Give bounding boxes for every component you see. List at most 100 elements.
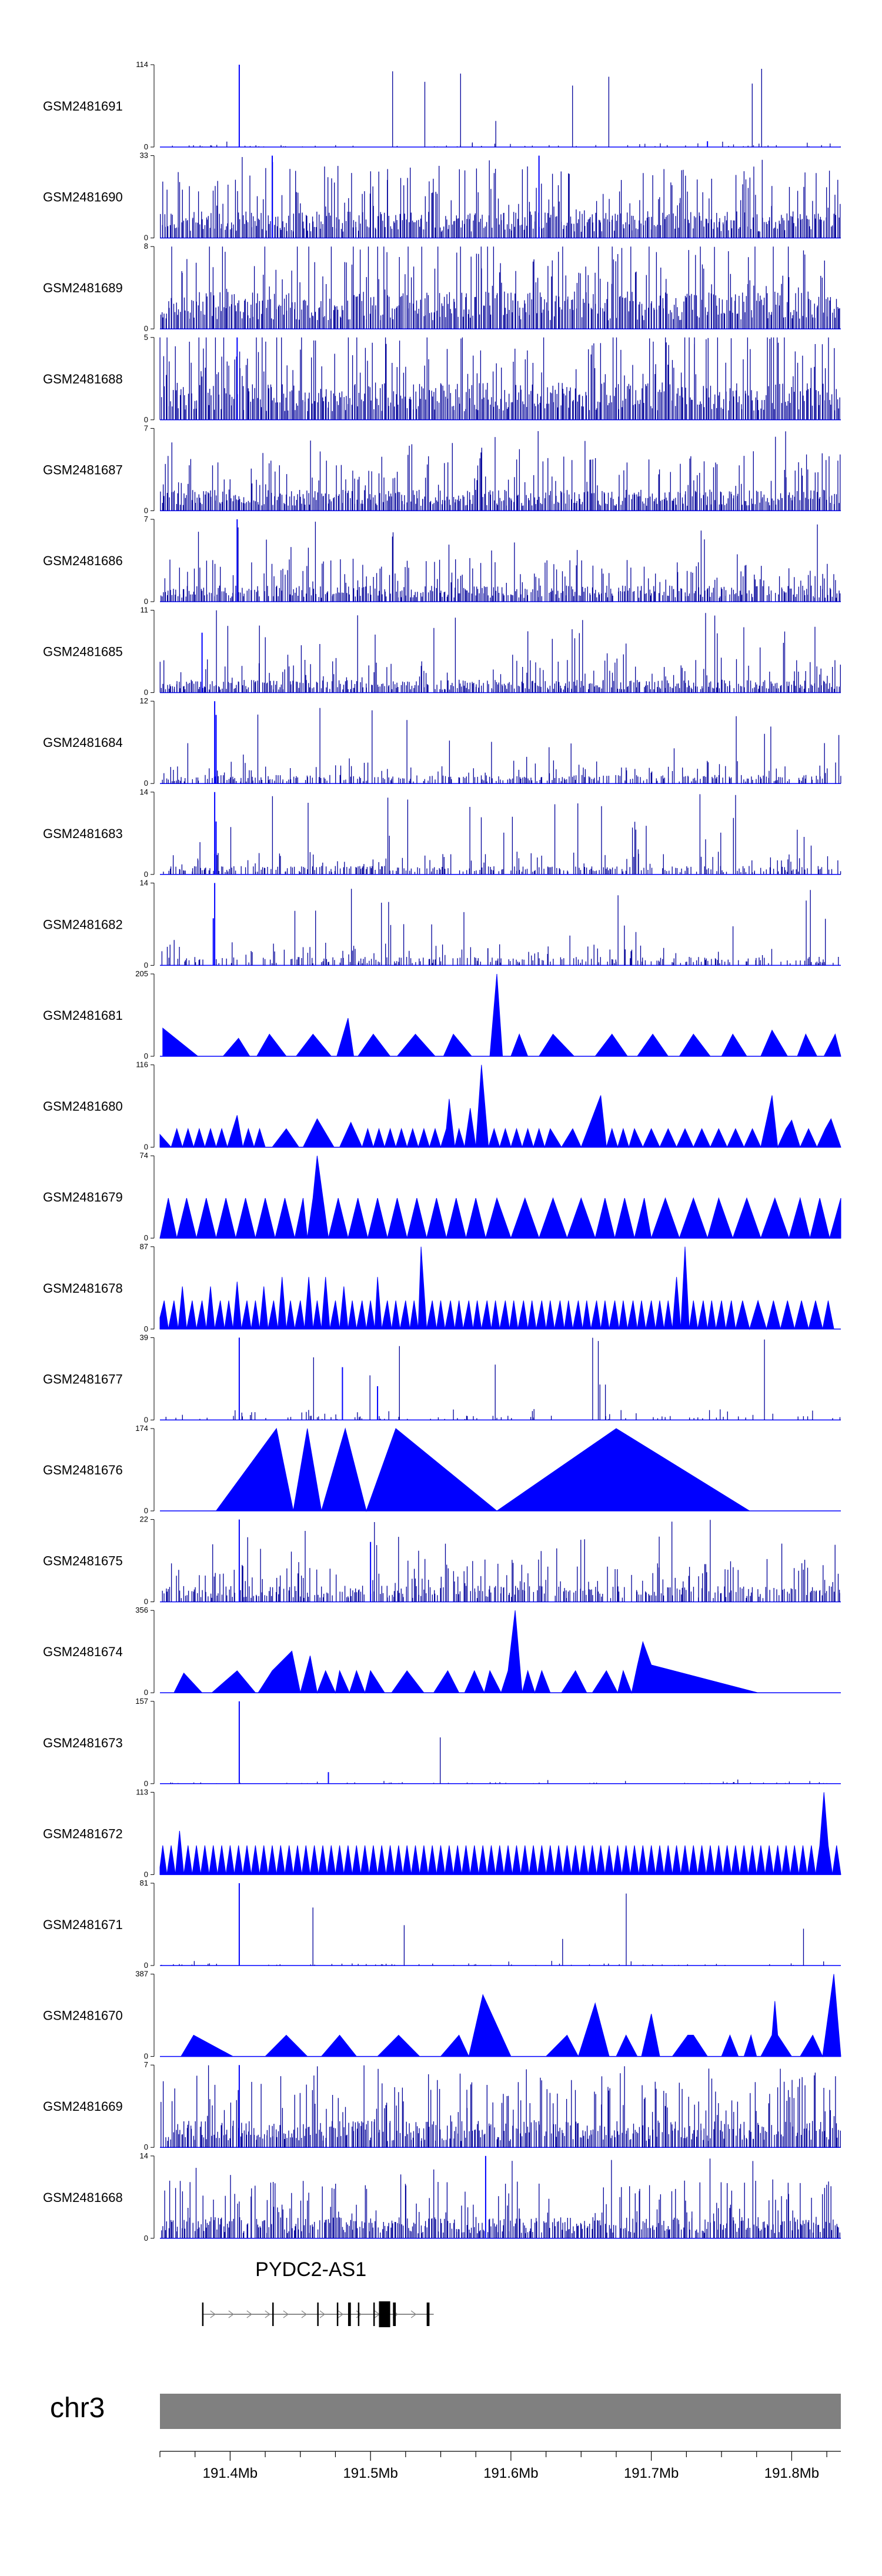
track-name: GSM2481682 — [43, 917, 123, 932]
strand-arrow — [319, 2310, 326, 2318]
strand-arrow — [265, 2310, 270, 2318]
gene-exon — [379, 2301, 390, 2327]
gene-exon — [272, 2303, 274, 2326]
y-zero-label: 0 — [144, 779, 148, 788]
track-name: GSM2481669 — [43, 2099, 123, 2114]
y-zero-label: 0 — [144, 1143, 148, 1152]
gene-exon — [373, 2303, 375, 2326]
y-max-label: 39 — [140, 1333, 148, 1342]
gene-exon — [426, 2303, 430, 2326]
track-name: GSM2481685 — [43, 645, 123, 659]
y-max-label: 5 — [144, 333, 148, 342]
signal-bars — [161, 889, 839, 966]
strand-arrow — [246, 2310, 252, 2318]
track-name: GSM2481668 — [43, 2190, 123, 2205]
track-name: GSM2481686 — [43, 553, 123, 568]
y-zero-label: 0 — [144, 1233, 148, 1242]
y-max-label: 74 — [140, 1151, 148, 1160]
signal-bars — [165, 1337, 841, 1420]
y-max-label: 7 — [144, 423, 148, 432]
track-name: GSM2481687 — [43, 462, 123, 477]
track-name: GSM2481673 — [43, 1736, 123, 1750]
signal-area — [159, 1156, 841, 1240]
y-zero-label: 0 — [144, 1597, 148, 1606]
signal-bars — [161, 1893, 824, 1966]
track-name: GSM2481677 — [43, 1372, 123, 1386]
y-zero-label: 0 — [144, 597, 148, 606]
track-GSM2481689: GSM2481689 8 0 — [43, 242, 841, 333]
track-name: GSM2481688 — [43, 372, 123, 386]
track-GSM2481684: GSM2481684 12 0 — [43, 696, 841, 788]
x-tick-label: 191.6Mb — [483, 2465, 538, 2481]
track-name: GSM2481683 — [43, 826, 123, 841]
y-zero-label: 0 — [144, 506, 148, 515]
strand-arrow — [228, 2310, 234, 2318]
y-max-label: 387 — [135, 1970, 148, 1978]
y-max-label: 87 — [140, 1242, 148, 1251]
y-max-label: 14 — [140, 788, 148, 796]
track-name: GSM2481676 — [43, 1463, 123, 1477]
strand-arrow — [338, 2310, 344, 2318]
y-zero-label: 0 — [144, 1870, 148, 1878]
signal-area — [173, 1610, 759, 1694]
y-zero-label: 0 — [144, 2234, 148, 2243]
chromosome-label: chr3 — [50, 2393, 105, 2424]
y-max-label: 205 — [135, 969, 148, 978]
y-zero-label: 0 — [144, 142, 148, 151]
strand-arrow — [283, 2310, 289, 2318]
track-GSM2481690: GSM2481690 33 0 — [43, 151, 841, 242]
x-tick-label: 191.5Mb — [343, 2465, 397, 2481]
track-name: GSM2481681 — [43, 1008, 123, 1023]
track-name: GSM2481675 — [43, 1554, 123, 1569]
y-max-label: 33 — [140, 151, 148, 160]
x-tick-label: 191.4Mb — [203, 2465, 258, 2481]
signal-bars — [160, 246, 840, 329]
y-zero-label: 0 — [144, 1415, 148, 1424]
gene-exon — [393, 2303, 396, 2326]
y-zero-label: 0 — [144, 233, 148, 242]
gene-exon — [336, 2303, 339, 2326]
track-name: GSM2481670 — [43, 2008, 123, 2023]
track-GSM2481678: GSM2481678 87 0 — [43, 1242, 841, 1333]
signal-bars — [160, 157, 841, 238]
track-name: GSM2481691 — [43, 99, 123, 114]
track-GSM2481680: GSM2481680 116 0 — [43, 1060, 841, 1152]
track-name: GSM2481684 — [43, 735, 123, 750]
gene-exon — [317, 2303, 319, 2326]
x-tick-label: 191.8Mb — [764, 2465, 819, 2481]
signal-area — [215, 1427, 751, 1512]
signal-bars — [162, 708, 841, 784]
y-max-label: 14 — [140, 2151, 148, 2160]
track-GSM2481674: GSM2481674 356 0 — [43, 1606, 841, 1697]
y-zero-label: 0 — [144, 324, 148, 333]
track-GSM2481672: GSM2481672 113 0 — [43, 1787, 841, 1878]
signal-bars — [160, 431, 841, 511]
y-max-label: 116 — [136, 1060, 148, 1069]
y-zero-label: 0 — [144, 688, 148, 697]
track-GSM2481676: GSM2481676 174 0 — [43, 1424, 841, 1515]
y-max-label: 12 — [140, 696, 148, 705]
gene-model — [202, 2301, 434, 2327]
signal-bars — [162, 1520, 840, 1602]
y-zero-label: 0 — [144, 1961, 148, 1970]
signal-bars — [161, 522, 841, 602]
y-max-label: 81 — [140, 1878, 148, 1887]
strand-arrow — [301, 2310, 308, 2318]
signal-area — [159, 1065, 841, 1149]
y-max-label: 356 — [135, 1606, 148, 1614]
signal-bars — [170, 1737, 827, 1784]
y-zero-label: 0 — [144, 2143, 148, 2151]
x-tick-label: 191.7Mb — [624, 2465, 679, 2481]
y-max-label: 157 — [135, 1697, 148, 1706]
track-name: GSM2481689 — [43, 281, 123, 295]
y-max-label: 113 — [136, 1787, 148, 1796]
y-zero-label: 0 — [144, 2052, 148, 2061]
track-name: GSM2481680 — [43, 1099, 123, 1114]
track-GSM2481686: GSM2481686 7 0 — [43, 515, 841, 606]
y-zero-label: 0 — [144, 870, 148, 879]
y-max-label: 11 — [141, 606, 149, 615]
track-GSM2481687: GSM2481687 7 0 — [43, 423, 841, 515]
signal-bars — [163, 794, 841, 875]
gene-annotation-track: PYDC2-AS1 — [202, 2258, 434, 2327]
track-GSM2481681: GSM2481681 205 0 — [43, 969, 841, 1060]
